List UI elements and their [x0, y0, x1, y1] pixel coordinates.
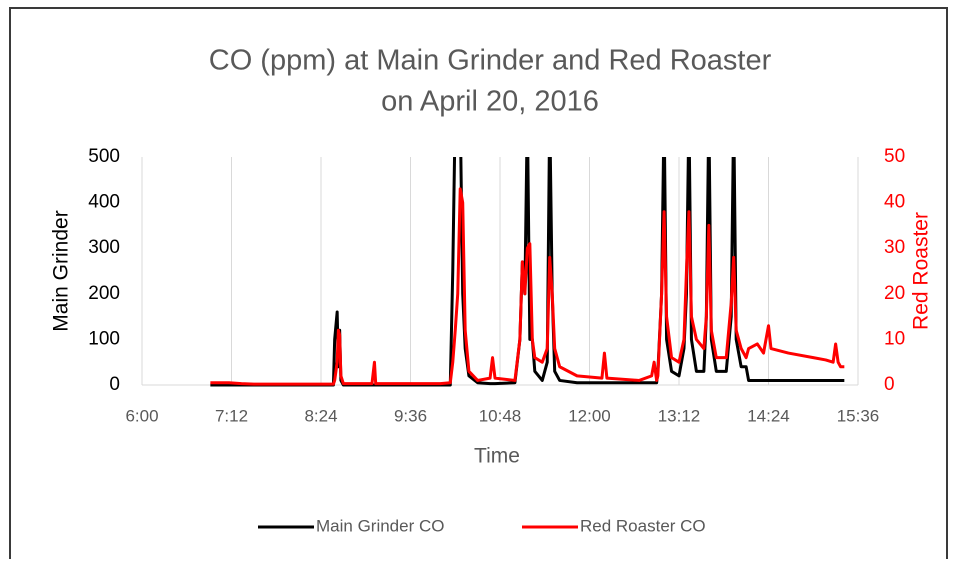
y2-tick-label: 10	[884, 328, 905, 349]
y-tick-label: 300	[88, 237, 120, 258]
x-tick-label: 12:00	[568, 406, 611, 425]
legend-label: Main Grinder CO	[316, 516, 444, 535]
y-tick-label: 200	[88, 283, 120, 304]
x-tick-label: 7:12	[215, 406, 248, 425]
y2-tick-label: 40	[884, 192, 905, 213]
legend-label: Red Roaster CO	[580, 516, 706, 535]
plot-area	[210, 157, 845, 387]
y2-tick-label: 50	[884, 146, 905, 167]
y-tick-label: 100	[88, 328, 120, 349]
x-tick-label: 6:00	[125, 406, 158, 425]
y2-tick-label: 30	[884, 237, 905, 258]
y2-tick-label: 20	[884, 283, 905, 304]
y-axis-label: Main Grinder	[50, 210, 73, 331]
x-axis-label: Time	[474, 445, 520, 468]
y2-axis-label: Red Roaster	[910, 212, 933, 330]
y-tick-label: 0	[109, 374, 120, 395]
chart-border	[9, 7, 948, 564]
chart-title: on April 20, 2016	[381, 86, 599, 118]
x-tick-label: 15:36	[837, 406, 880, 425]
x-tick-label: 13:12	[658, 406, 701, 425]
x-tick-label: 14:24	[747, 406, 790, 425]
x-tick-label: 9:36	[394, 406, 427, 425]
x-tick-label: 10:48	[479, 406, 522, 425]
y-tick-label: 400	[88, 192, 120, 213]
y-tick-label: 500	[88, 146, 120, 167]
chart-title: CO (ppm) at Main Grinder and Red Roaster	[209, 45, 772, 77]
x-tick-label: 8:24	[304, 406, 337, 425]
y2-tick-label: 0	[884, 374, 895, 395]
data-line	[210, 187, 845, 386]
